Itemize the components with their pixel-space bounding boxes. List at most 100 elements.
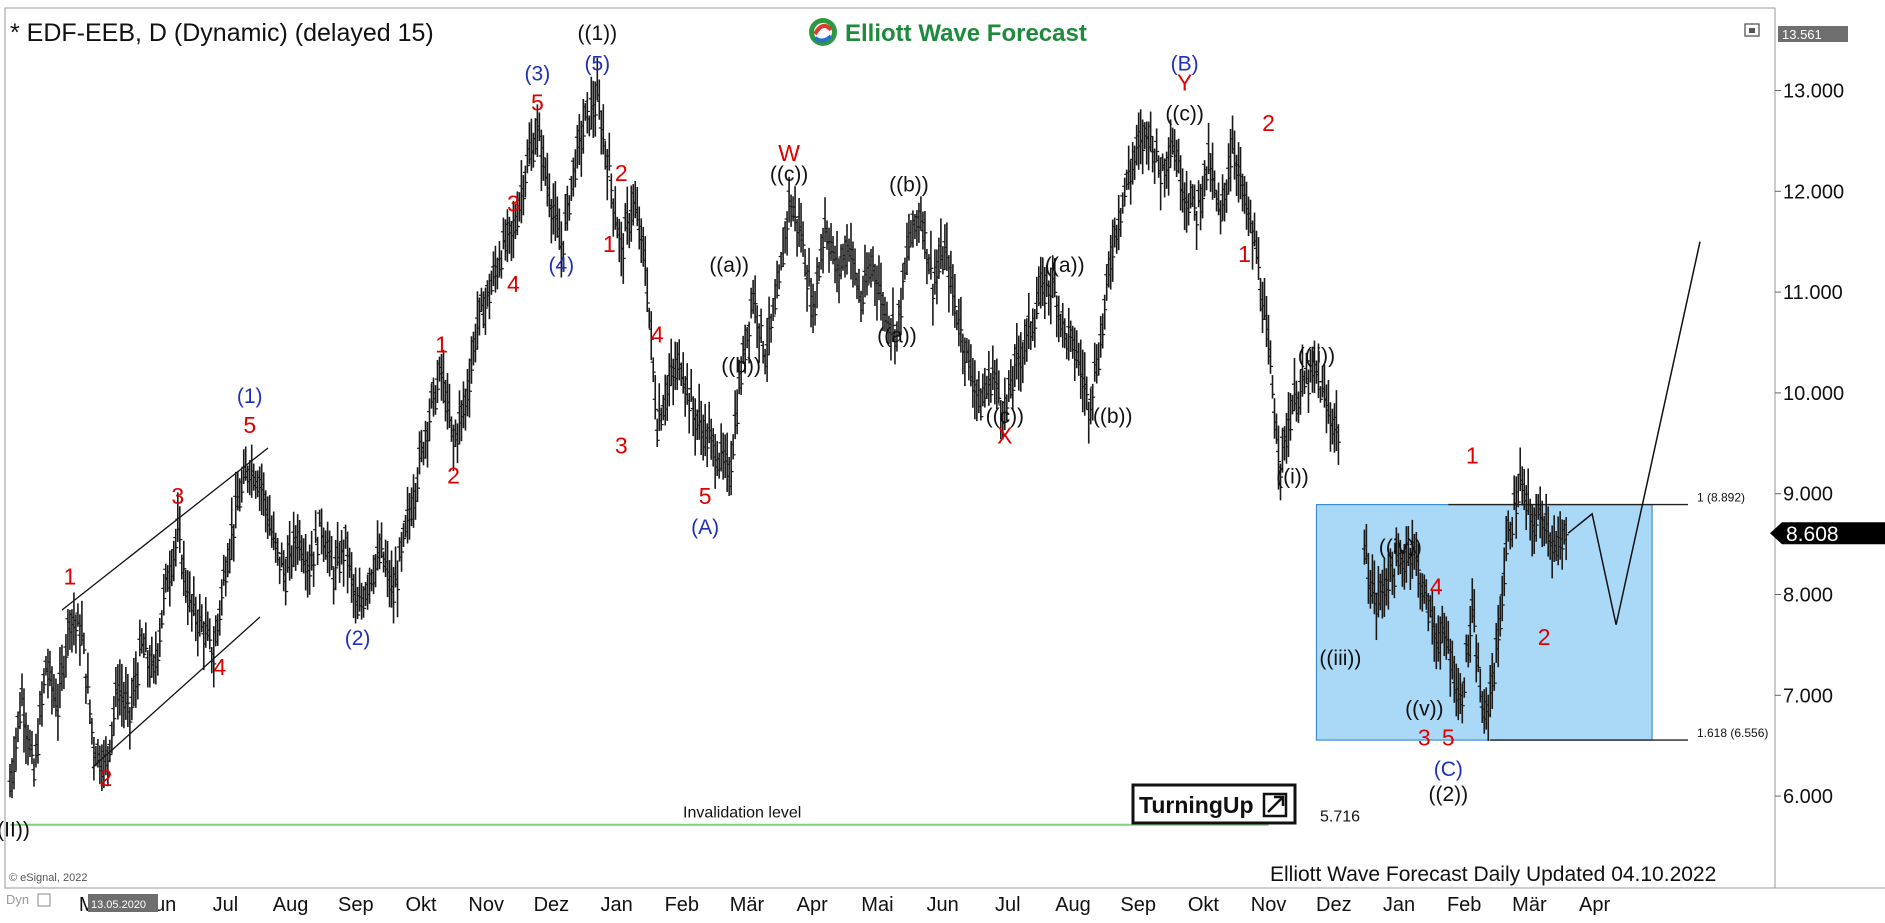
- wave-label: ((b)): [889, 173, 929, 196]
- wave-label: 5: [531, 90, 544, 116]
- price-bars: [7, 57, 1569, 799]
- plot-border: [4, 7, 1776, 889]
- wave-label: ((c)): [986, 405, 1024, 428]
- wave-label: (A): [691, 516, 719, 539]
- wave-label: 5: [243, 412, 256, 438]
- wave-label: 2: [615, 160, 628, 186]
- wave-label: 3: [171, 483, 184, 509]
- brand-logo: Elliott Wave Forecast: [809, 18, 1087, 47]
- wave-label: (B): [1171, 52, 1199, 75]
- month-tick-label: Feb: [665, 894, 699, 916]
- month-tick-label: Okt: [405, 894, 437, 916]
- wave-label: (3): [525, 62, 551, 85]
- wave-label: 2: [99, 765, 112, 791]
- wave-label: 4: [651, 322, 664, 348]
- wave-label: (1): [237, 385, 263, 408]
- month-tick-label: Aug: [273, 894, 309, 916]
- month-tick-label: Okt: [1188, 894, 1220, 916]
- month-tick-label: Jul: [995, 894, 1021, 916]
- month-tick-label: Dez: [534, 894, 570, 916]
- last-price-marker: [1770, 522, 1885, 545]
- wave-label: 1: [64, 563, 77, 589]
- wave-label: ((a)): [709, 254, 749, 277]
- wave-label: (4): [549, 254, 575, 277]
- wave-label: 5: [699, 483, 712, 509]
- wave-label: X: [997, 422, 1012, 448]
- projection-path: [1567, 241, 1701, 625]
- wave-label: 1: [603, 231, 616, 257]
- copyright: © eSignal, 2022: [9, 872, 87, 884]
- wave-label: ((v)): [1405, 697, 1443, 720]
- update-text: Elliott Wave Forecast Daily Updated 04.1…: [1270, 863, 1716, 886]
- price-tick-label: 6.000: [1783, 786, 1833, 808]
- target-top-label: 1 (8.892): [1697, 491, 1745, 505]
- wave-label: ((a)): [877, 325, 917, 348]
- wave-label: (5): [584, 52, 610, 75]
- wave-label: (2): [345, 627, 371, 650]
- target-bottom-label: 1.618 (6.556): [1697, 726, 1768, 740]
- month-tick-label: Feb: [1447, 894, 1481, 916]
- month-tick-label: Apr: [1579, 894, 1610, 916]
- price-tick-label: 10.000: [1783, 383, 1844, 405]
- month-tick-label: Aug: [1055, 894, 1091, 916]
- turning-up-label: TurningUp: [1139, 792, 1254, 818]
- month-tick-label: Nov: [468, 894, 504, 916]
- wave-label: ((1)): [577, 22, 617, 45]
- price-axis: 13.000 12.000 11.000 10.000 9.000 8.000 7.000 6…: [1775, 81, 1844, 808]
- channel-lower-line: [91, 616, 261, 769]
- month-tick-label: Sep: [338, 894, 374, 916]
- wave-label: 2: [447, 463, 460, 489]
- month-tick-label: Jan: [600, 894, 632, 916]
- wave-label: 3: [507, 190, 520, 216]
- top-price-marker: [1778, 26, 1848, 42]
- wave-label: ((iii)): [1319, 647, 1361, 670]
- wave-label: ((b)): [1093, 405, 1133, 428]
- month-tick-label: Sep: [1120, 894, 1156, 916]
- price-tick-label: 12.000: [1783, 181, 1844, 203]
- price-tick-label: 11.000: [1783, 282, 1843, 304]
- wave-label: ((ii)): [1298, 345, 1335, 368]
- wave-label: ((iv)): [1379, 536, 1422, 559]
- month-tick-label: Jul: [213, 894, 239, 916]
- wave-label: 4: [1430, 574, 1443, 600]
- wave-labels: ((II)) 1 2 3 4 5 (1) (2) 1 2 3 4 5 (3) (4) (5) ((1)) 2 1 3 4…: [0, 22, 1551, 841]
- wave-label: 2: [1538, 624, 1551, 650]
- settings-icon[interactable]: [37, 893, 51, 907]
- top-price-label: 13.561: [1782, 27, 1822, 42]
- corner-label: Dyn: [6, 892, 29, 907]
- month-tick-label: Nov: [1251, 894, 1287, 916]
- wave-label: 1: [1238, 241, 1251, 267]
- price-tick-label: 8.000: [1783, 585, 1833, 607]
- turning-up-badge: TurningUp: [1131, 783, 1297, 825]
- wave-label: ((II)): [0, 818, 30, 841]
- month-tick-label: Apr: [797, 894, 828, 916]
- month-tick-label: Mär: [730, 894, 765, 916]
- maximize-icon[interactable]: [1744, 23, 1760, 37]
- time-axis: MaiJunJulAugSepOktNovDezJanFebMärAprMaiJ…: [79, 894, 1611, 916]
- price-tick-label: 9.000: [1783, 484, 1833, 506]
- month-tick-label: Dez: [1316, 894, 1352, 916]
- brand-name: Elliott Wave Forecast: [845, 20, 1087, 47]
- cursor-date-badge: [88, 894, 158, 912]
- wave-label: (C): [1434, 758, 1463, 781]
- wave-label: 1: [435, 332, 448, 358]
- wave-label: ((b)): [721, 355, 761, 378]
- arrow-box-icon: [1262, 792, 1288, 818]
- wave-label: ((a)): [1045, 254, 1085, 277]
- wave-label: 3: [615, 432, 628, 458]
- last-price-label: 8.608: [1786, 523, 1839, 546]
- month-tick-label: Jan: [1383, 894, 1415, 916]
- wave-label: 1: [1466, 442, 1479, 468]
- channel-upper-line: [61, 447, 269, 611]
- wave-label: 5: [1442, 725, 1455, 751]
- wave-label: 2: [1262, 110, 1275, 136]
- wave-label: 4: [213, 654, 226, 680]
- symbol-title: * EDF-EEB, D (Dynamic) (delayed 15): [10, 19, 434, 47]
- month-tick-label: Mai: [861, 894, 893, 916]
- month-tick-label: Mär: [1512, 894, 1547, 916]
- wave-label: W: [778, 140, 800, 166]
- wave-label: 3: [1418, 725, 1431, 751]
- price-tick-label: 13.000: [1783, 81, 1844, 103]
- wave-label: ((i)): [1276, 466, 1309, 489]
